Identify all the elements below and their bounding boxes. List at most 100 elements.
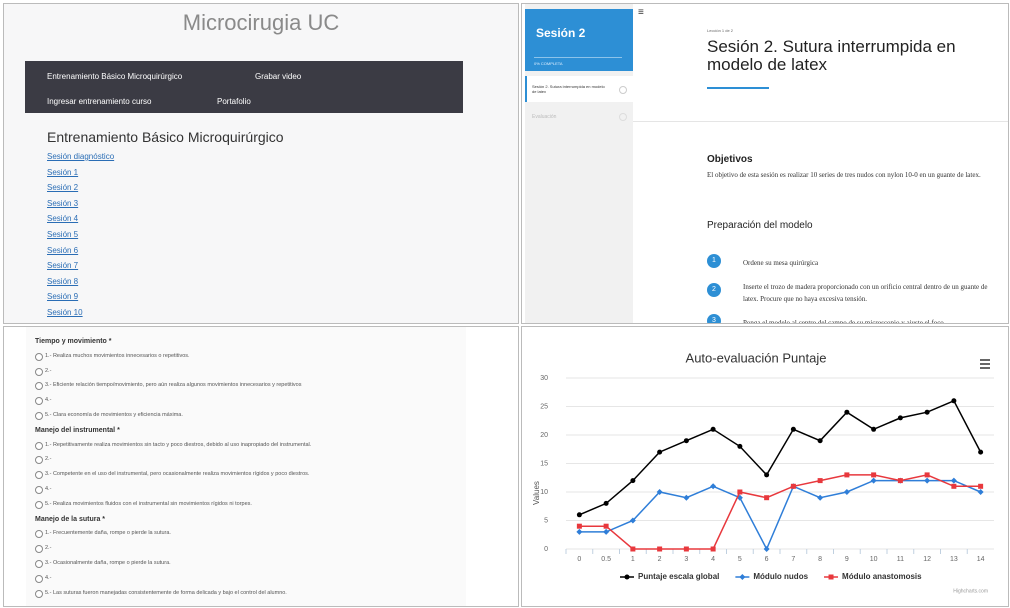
- question-title: Manejo del instrumental *: [35, 426, 120, 434]
- radio[interactable]: [35, 441, 43, 450]
- point: [924, 409, 930, 415]
- heading: Entrenamiento Básico Microquirúrgico: [47, 129, 284, 145]
- option-label[interactable]: 2.-: [45, 456, 52, 463]
- point: [624, 574, 630, 580]
- point: [790, 426, 796, 432]
- section-text: El objetivo de esta sesión es realizar 1…: [707, 171, 981, 179]
- x-tick-label: 5: [738, 556, 742, 563]
- sidebar-title: Sesión 2: [536, 26, 586, 40]
- sidebar-header: [525, 9, 633, 71]
- radio[interactable]: [35, 486, 43, 494]
- option-label[interactable]: 1.- Frecuentemente daña, rompe o pierde …: [45, 530, 171, 537]
- option-label[interactable]: 4.-: [45, 486, 52, 492]
- session-link[interactable]: Sesión 9: [47, 292, 79, 302]
- x-tick-label: 2: [658, 556, 662, 563]
- session-link[interactable]: Sesión 8: [47, 276, 79, 286]
- session-link[interactable]: Sesión 4: [47, 214, 79, 224]
- x-tick-label: 12: [923, 556, 931, 563]
- question-title: Tiempo y movimiento *: [35, 338, 112, 345]
- point: [576, 528, 583, 535]
- step-text: Inserte el trozo de madera proporcionado…: [743, 283, 988, 303]
- radio[interactable]: [35, 589, 43, 598]
- option-label[interactable]: 4.-: [45, 574, 52, 581]
- active-item[interactable]: [525, 76, 633, 102]
- session-link[interactable]: Sesión 3: [47, 198, 79, 208]
- session-link[interactable]: Sesión 10: [47, 308, 83, 317]
- site-title: Microcirugia UC: [182, 10, 340, 35]
- session-link[interactable]: Sesión 2: [47, 183, 79, 193]
- sidebar-item[interactable]: Evaluación: [532, 114, 557, 120]
- radio[interactable]: [35, 352, 43, 361]
- point: [683, 494, 690, 501]
- point: [844, 409, 850, 415]
- point: [603, 528, 610, 535]
- nav-item[interactable]: Entrenamiento Básico Microquirúrgico: [47, 72, 183, 81]
- divider: [633, 121, 1008, 122]
- point: [657, 546, 663, 552]
- point: [951, 398, 957, 404]
- radio[interactable]: [35, 367, 43, 376]
- point: [924, 472, 930, 478]
- point: [871, 426, 877, 432]
- session-link[interactable]: Sesión 7: [47, 261, 79, 271]
- option-label[interactable]: 5.- Las suturas fueron manejadas consist…: [45, 589, 287, 596]
- option-label[interactable]: 3.- Ocasionalmente daña, rompe o pierde …: [45, 560, 171, 566]
- step-number: 3: [707, 314, 721, 323]
- radio[interactable]: [35, 456, 43, 465]
- point: [603, 500, 609, 506]
- nav-item[interactable]: Portafolio: [217, 97, 251, 106]
- divider: [534, 57, 622, 58]
- radio[interactable]: [35, 560, 43, 568]
- radio[interactable]: [35, 412, 43, 420]
- point: [817, 438, 823, 444]
- point: [978, 449, 984, 455]
- nav-item[interactable]: Ingresar entrenamiento curso: [47, 97, 152, 106]
- series-line: [579, 399, 982, 516]
- option-label[interactable]: 3.- Eficiente relación tiempo/movimiento…: [45, 382, 302, 389]
- point: [630, 478, 636, 484]
- radio[interactable]: [35, 545, 43, 554]
- y-tick-label: 25: [540, 403, 548, 410]
- session-link[interactable]: Sesión 1: [47, 167, 79, 177]
- point: [843, 489, 850, 495]
- option-label[interactable]: 2.-: [45, 545, 52, 552]
- option-label[interactable]: 1.- Repetitivamente realiza movimientos …: [45, 441, 312, 448]
- sidebar-item[interactable]: Sesión 2. Sutura interrumpida en modelo …: [532, 84, 605, 94]
- menu-icon[interactable]: ≡: [638, 7, 644, 18]
- radio[interactable]: [35, 530, 43, 539]
- session-link[interactable]: Sesión 6: [47, 245, 79, 255]
- menu-icon[interactable]: [980, 359, 990, 369]
- radio[interactable]: [35, 500, 43, 509]
- form-panel: Tiempo y movimiento * 1.- Realiza muchos …: [3, 326, 519, 607]
- legend-label: Módulo nudos: [753, 572, 808, 581]
- credits: Highcharts.com: [953, 588, 988, 594]
- option-label[interactable]: 5.- Clara economía de movimientos y efic…: [45, 412, 183, 418]
- y-tick-label: 5: [544, 517, 548, 524]
- radio[interactable]: [35, 574, 43, 583]
- breadcrumb: Lección 1 de 2: [707, 28, 734, 33]
- session-link[interactable]: Sesión 5: [47, 230, 79, 239]
- series-line: [579, 479, 981, 551]
- point: [924, 477, 931, 484]
- point: [656, 489, 663, 495]
- radio[interactable]: [35, 471, 43, 480]
- session-link[interactable]: Sesión diagnóstico: [47, 152, 115, 161]
- option-label[interactable]: 1.- Realiza muchos movimientos innecesar…: [45, 352, 190, 359]
- x-tick-label: 7: [791, 556, 795, 563]
- option-label[interactable]: 3.- Competente en el uso del instrumenta…: [45, 471, 310, 478]
- status-circle: [619, 113, 627, 121]
- lesson-panel: Sesión 2 0% COMPLETA Sesión 2. Sutura in…: [521, 3, 1009, 324]
- radio[interactable]: [35, 397, 43, 406]
- section-heading: Objetivos: [707, 154, 753, 165]
- x-tick-label: 3: [684, 556, 688, 563]
- point: [871, 472, 877, 478]
- option-label[interactable]: 2.-: [45, 367, 52, 374]
- x-tick-label: 10: [870, 556, 878, 563]
- option-label[interactable]: 4.-: [45, 397, 52, 404]
- nav-item[interactable]: Grabar video: [255, 72, 302, 81]
- point: [764, 472, 770, 478]
- lesson-title: Sesión 2. Sutura interrumpida en modelo …: [707, 37, 956, 74]
- option-label[interactable]: 5.- Realiza movimientos fluidos con el i…: [45, 500, 252, 507]
- point: [950, 477, 957, 484]
- radio[interactable]: [35, 382, 43, 391]
